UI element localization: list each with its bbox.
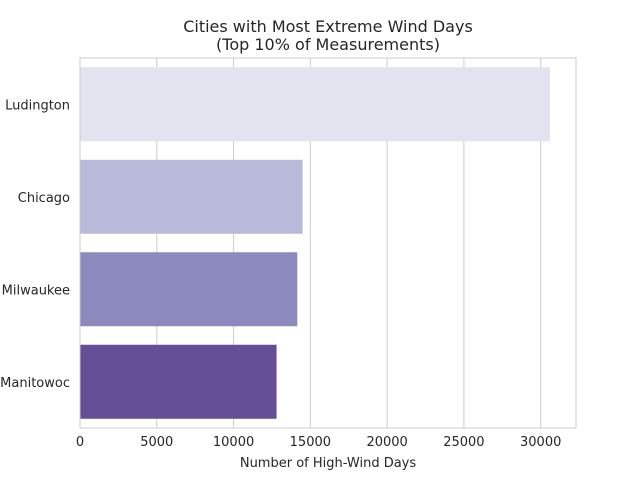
x-axis-label: Number of High-Wind Days [240, 456, 417, 471]
x-tick-label: 0 [76, 435, 84, 450]
y-tick-label: Manitowoc [0, 376, 70, 391]
x-tick-label: 5000 [140, 435, 173, 450]
bar-manitowoc [80, 344, 277, 419]
plot-frame [79, 57, 577, 429]
y-tick-label: Milwaukee [2, 283, 70, 298]
x-tick-label: 20000 [366, 435, 407, 450]
bar-milwaukee [80, 252, 298, 327]
chart-subtitle: (Top 10% of Measurements) [216, 35, 440, 54]
bar-ludington [80, 67, 550, 142]
x-tick-label: 15000 [290, 435, 331, 450]
y-tick-label: Chicago [18, 191, 70, 206]
x-tick-label: 25000 [443, 435, 484, 450]
chart-title: Cities with Most Extreme Wind Days [183, 17, 473, 36]
x-tick-label: 30000 [520, 435, 561, 450]
plot-area: Ludington Chicago Milwaukee Manitowoc 0 5000 1… [0, 57, 577, 450]
y-tick-label: Ludington [5, 98, 70, 113]
bar-chicago [80, 159, 303, 234]
x-tick-label: 10000 [213, 435, 254, 450]
